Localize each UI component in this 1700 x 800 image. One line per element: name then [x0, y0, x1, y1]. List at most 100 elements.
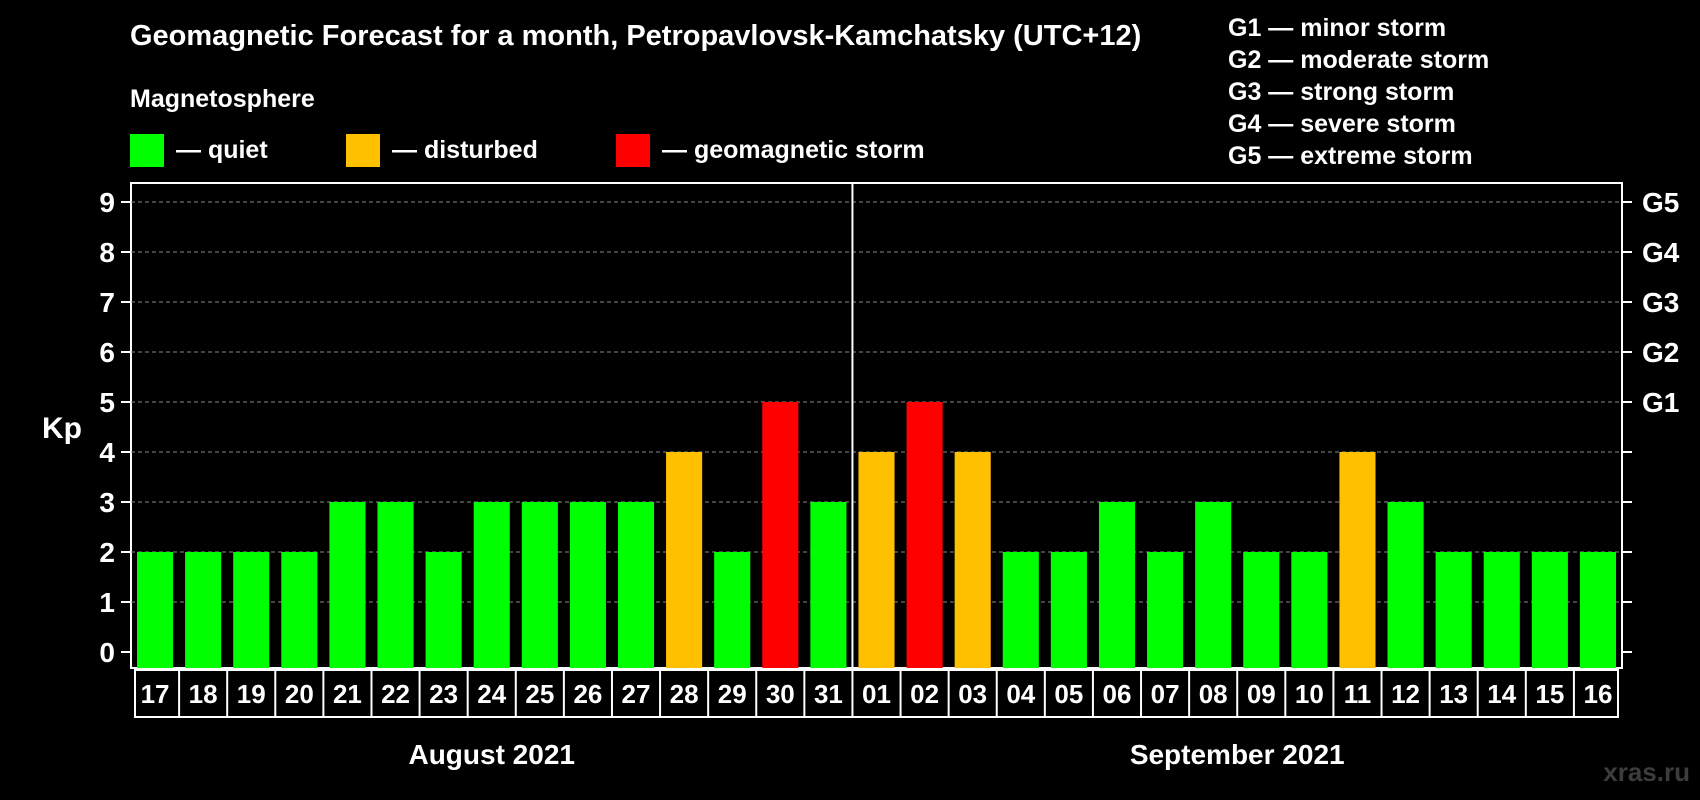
- bar-day-08: [1195, 502, 1232, 668]
- x-tick-label: 14: [1487, 679, 1516, 709]
- bar-day-31: [810, 502, 847, 668]
- bar-day-14: [1483, 552, 1520, 668]
- storm-level-label: G4: [1642, 237, 1680, 268]
- legend-swatch-quiet: [130, 134, 164, 167]
- bar-day-02: [906, 402, 943, 668]
- bar-day-27: [617, 502, 655, 668]
- storm-scale-g3: G3 — strong storm: [1228, 78, 1455, 106]
- bar-day-05: [1050, 552, 1087, 668]
- x-tick-label: 23: [429, 679, 458, 709]
- x-tick-label: 15: [1535, 679, 1564, 709]
- x-tick-label: 02: [910, 679, 939, 709]
- x-tick-label: 06: [1103, 679, 1132, 709]
- legend-label-quiet: — quiet: [176, 136, 268, 164]
- x-tick-label: 22: [381, 679, 410, 709]
- legend-item-disturbed: — disturbed: [346, 134, 538, 167]
- bar-day-01: [858, 452, 895, 668]
- y-tick-label: 3: [99, 487, 115, 518]
- legend-swatch-disturbed: [346, 134, 380, 167]
- y-tick-label: 0: [99, 637, 115, 668]
- legend-label-storm: — geomagnetic storm: [662, 136, 925, 164]
- y-tick-label: 4: [99, 437, 115, 468]
- legend-label-disturbed: — disturbed: [392, 136, 538, 164]
- storm-scale-legend: G1 — minor storm G2 — moderate storm G3 …: [1228, 12, 1489, 172]
- bar-day-23: [425, 552, 462, 668]
- chart-title: Geomagnetic Forecast for a month, Petrop…: [130, 20, 1142, 52]
- bar-day-21: [329, 502, 366, 668]
- bar-day-12: [1387, 502, 1424, 668]
- bar-day-20: [281, 552, 318, 668]
- y-tick-label: 8: [99, 237, 115, 268]
- bar-day-22: [377, 502, 414, 668]
- x-tick-label: 16: [1583, 679, 1612, 709]
- y-tick-label: 1: [99, 587, 115, 618]
- y-tick-label: 5: [99, 387, 115, 418]
- x-tick-label: 03: [958, 679, 987, 709]
- bar-day-15: [1531, 552, 1568, 668]
- x-tick-label: 21: [333, 679, 362, 709]
- x-tick-label: 28: [670, 679, 699, 709]
- x-tick-label: 08: [1199, 679, 1228, 709]
- x-tick-label: 09: [1247, 679, 1276, 709]
- y-axis-label: Kp: [42, 412, 82, 445]
- x-tick-label: 27: [622, 679, 651, 709]
- watermark: xras.ru: [1603, 757, 1690, 787]
- x-tick-label: 04: [1006, 679, 1035, 709]
- x-tick-label: 31: [814, 679, 843, 709]
- legend-item-quiet: — quiet: [130, 134, 268, 167]
- bar-day-03: [954, 452, 991, 668]
- x-tick-label: 19: [237, 679, 266, 709]
- storm-scale-g4: G4 — severe storm: [1228, 110, 1456, 138]
- x-tick-label: 07: [1151, 679, 1180, 709]
- bar-day-19: [233, 552, 270, 668]
- x-tick-label: 18: [189, 679, 218, 709]
- bar-day-11: [1339, 452, 1376, 668]
- y-tick-label: 2: [99, 537, 115, 568]
- bar-day-10: [1291, 552, 1328, 668]
- y-tick-label: 7: [99, 287, 115, 318]
- month-label: September 2021: [1130, 739, 1345, 770]
- storm-level-label: G3: [1642, 287, 1679, 318]
- storm-level-label: G1: [1642, 387, 1679, 418]
- x-tick-label: 12: [1391, 679, 1420, 709]
- x-tick-label: 20: [285, 679, 314, 709]
- bar-day-17: [137, 552, 174, 668]
- x-tick-label: 25: [525, 679, 554, 709]
- storm-scale-g1: G1 — minor storm: [1228, 14, 1447, 42]
- chart-subtitle: Magnetosphere: [130, 85, 315, 113]
- bar-day-26: [569, 502, 606, 668]
- x-tick-label: 10: [1295, 679, 1324, 709]
- bar-day-18: [185, 552, 222, 668]
- x-tick-label: 26: [573, 679, 602, 709]
- bar-day-25: [521, 502, 558, 668]
- storm-scale-g5: G5 — extreme storm: [1228, 142, 1473, 170]
- bar-day-07: [1147, 552, 1184, 668]
- bar-day-06: [1098, 502, 1136, 668]
- y-tick-label: 6: [99, 337, 115, 368]
- x-tick-label: 29: [718, 679, 747, 709]
- bar-day-24: [473, 502, 510, 668]
- legend-swatch-storm: [616, 134, 650, 167]
- y-tick-label: 9: [99, 187, 115, 218]
- storm-level-label: G2: [1642, 337, 1679, 368]
- x-tick-label: 30: [766, 679, 795, 709]
- bar-day-13: [1435, 552, 1472, 668]
- bar-day-16: [1579, 552, 1616, 668]
- x-tick-label: 13: [1439, 679, 1468, 709]
- bar-day-09: [1243, 552, 1280, 668]
- month-label: August 2021: [408, 739, 575, 770]
- x-tick-label: 24: [477, 679, 506, 709]
- bar-day-30: [762, 402, 799, 668]
- storm-level-label: G5: [1642, 187, 1679, 218]
- storm-scale-g2: G2 — moderate storm: [1228, 46, 1490, 74]
- bar-day-04: [1002, 552, 1039, 668]
- x-tick-label: 05: [1054, 679, 1083, 709]
- day-label-strip: [134, 669, 1619, 718]
- legend-item-storm: — geomagnetic storm: [616, 134, 925, 167]
- bar-day-28: [666, 452, 703, 668]
- bar-day-29: [714, 552, 751, 668]
- x-tick-label: 17: [141, 679, 170, 709]
- x-tick-label: 01: [862, 679, 891, 709]
- x-tick-label: 11: [1344, 679, 1372, 709]
